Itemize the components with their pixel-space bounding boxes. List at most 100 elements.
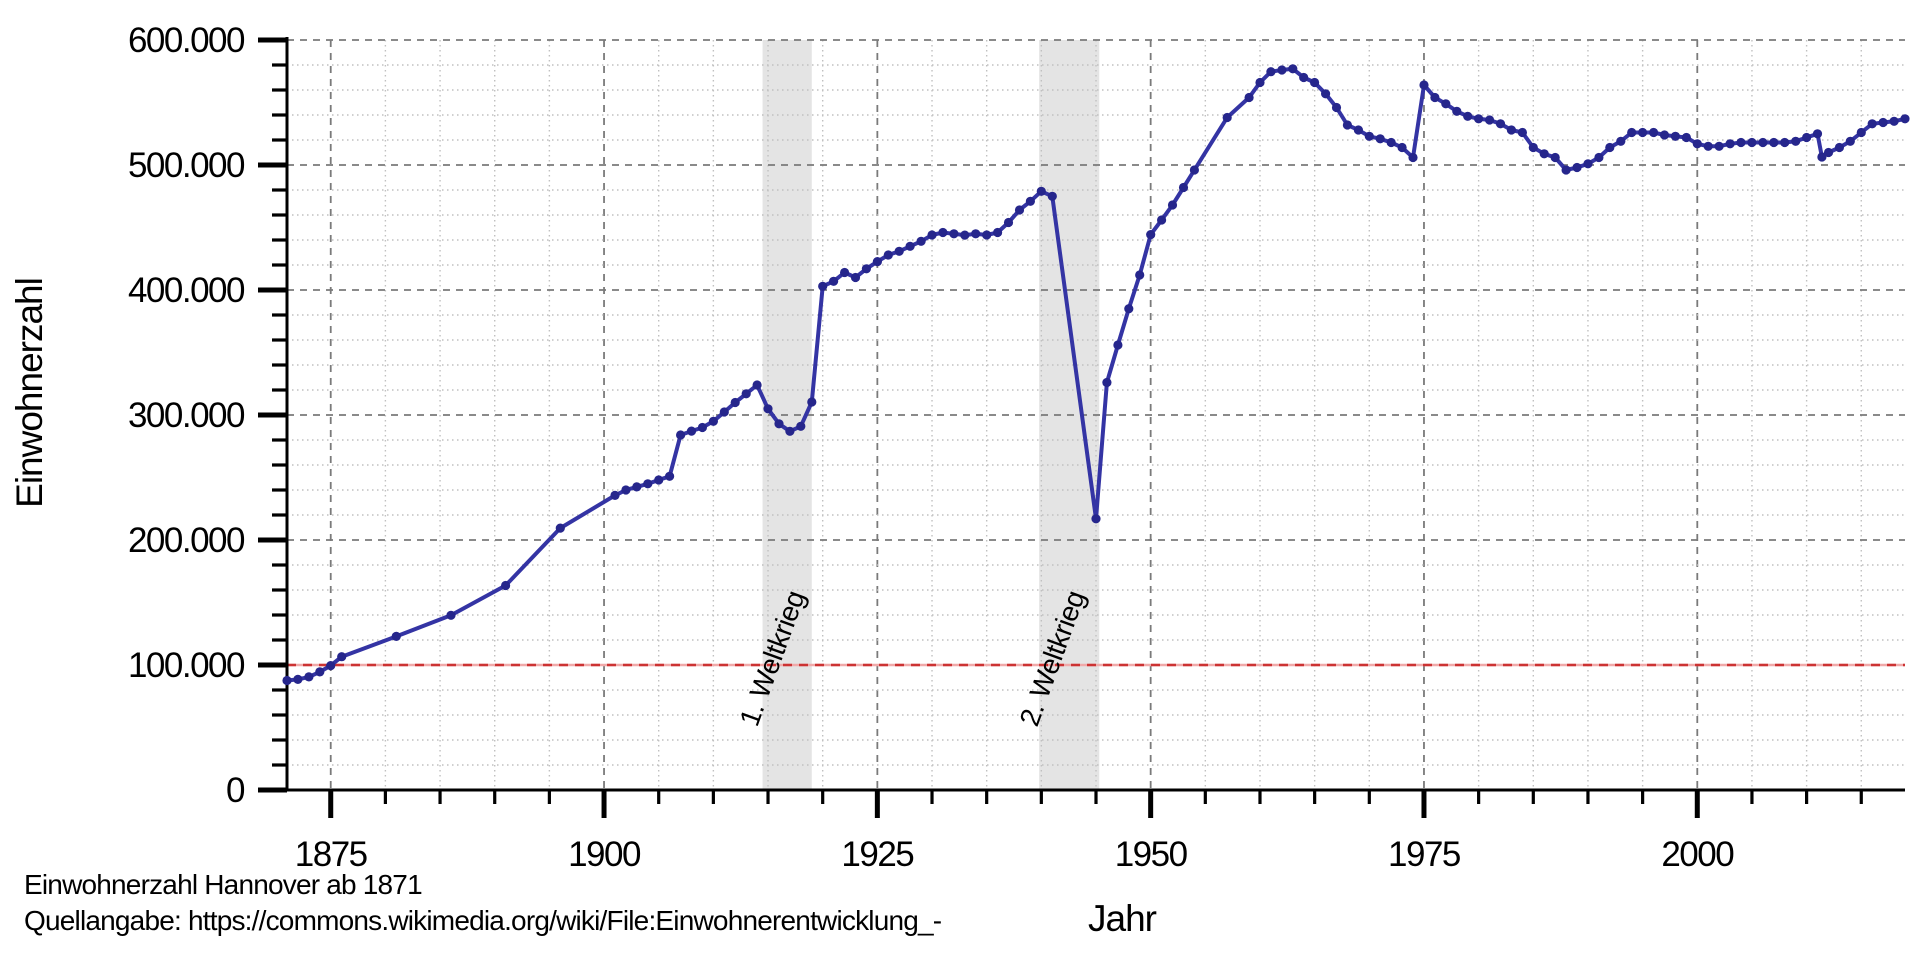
- data-point: [829, 276, 839, 286]
- data-point: [315, 667, 325, 677]
- data-point: [730, 397, 740, 408]
- x-axis-title: Jahr: [1088, 898, 1157, 939]
- data-point: [1255, 77, 1265, 88]
- x-tick-label: 1975: [1388, 835, 1460, 874]
- data-point: [1386, 137, 1396, 148]
- data-point: [1036, 186, 1046, 196]
- data-point: [1703, 141, 1713, 151]
- data-point: [1157, 215, 1167, 225]
- data-point: [708, 416, 719, 426]
- data-point: [796, 421, 806, 431]
- data-point: [304, 672, 314, 682]
- data-point: [938, 227, 948, 238]
- data-point: [1528, 142, 1538, 153]
- data-point: [293, 674, 303, 685]
- data-point: [1572, 162, 1582, 173]
- data-point: [1485, 115, 1495, 125]
- y-tick-label: 500.000: [128, 146, 245, 185]
- data-point: [1867, 119, 1877, 129]
- data-point: [1812, 129, 1823, 139]
- data-point: [337, 652, 347, 662]
- population-line: [285, 66, 1907, 683]
- data-point: [1419, 80, 1429, 90]
- data-point: [676, 430, 686, 440]
- data-point: [1003, 217, 1014, 228]
- data-point: [1342, 120, 1352, 130]
- data-point: [993, 227, 1003, 238]
- data-point: [1441, 99, 1451, 109]
- x-tick-label: 1900: [568, 835, 641, 874]
- data-point: [665, 471, 675, 481]
- data-point: [818, 281, 828, 291]
- data-point: [1561, 165, 1571, 175]
- data-point: [752, 380, 762, 390]
- y-tick-label: 400.000: [128, 271, 245, 310]
- data-point: [927, 230, 937, 240]
- data-point: [621, 485, 631, 495]
- data-point: [1834, 142, 1844, 153]
- data-point: [1244, 92, 1254, 103]
- data-point: [1266, 67, 1276, 77]
- data-point: [774, 419, 784, 429]
- y-tick-label: 200.000: [128, 521, 245, 560]
- data-point: [1353, 125, 1363, 135]
- data-point: [960, 230, 970, 240]
- data-point: [1495, 119, 1506, 129]
- data-point: [1321, 89, 1331, 99]
- data-point: [1758, 137, 1768, 148]
- data-point: [697, 422, 708, 433]
- data-point: [1714, 141, 1724, 151]
- x-tick-label: 2000: [1661, 835, 1734, 874]
- y-axis-title: Einwohnerzahl: [9, 278, 50, 508]
- data-point: [1178, 182, 1189, 193]
- data-point: [1113, 340, 1123, 350]
- data-point: [391, 631, 401, 642]
- series-layer: [282, 64, 1910, 686]
- data-point: [1408, 152, 1418, 163]
- data-point: [1189, 165, 1199, 175]
- source-attribution: Quellangabe: https://commons.wikimedia.o…: [24, 905, 942, 936]
- y-tick-label: 0: [226, 771, 245, 810]
- data-point: [1517, 127, 1527, 138]
- data-point: [643, 479, 653, 489]
- data-point: [872, 257, 883, 267]
- data-point: [1747, 137, 1757, 148]
- data-point: [1791, 136, 1801, 146]
- data-point: [850, 272, 861, 283]
- data-point: [785, 426, 795, 436]
- x-tick-label: 1950: [1115, 835, 1188, 874]
- data-point: [1288, 64, 1298, 74]
- data-point: [1102, 377, 1112, 388]
- data-point: [949, 229, 959, 239]
- data-point: [1430, 92, 1440, 103]
- data-point: [982, 230, 992, 240]
- data-point: [1681, 132, 1691, 143]
- y-tick-label: 100.000: [128, 646, 245, 685]
- data-point: [282, 675, 292, 686]
- ticks-layer: [258, 37, 1863, 818]
- data-point: [1627, 127, 1637, 138]
- data-point: [1452, 106, 1462, 116]
- data-point: [1364, 131, 1374, 141]
- data-point: [1769, 137, 1779, 148]
- data-point: [1047, 191, 1057, 201]
- data-point: [446, 610, 456, 620]
- data-point: [1856, 127, 1866, 138]
- data-point: [840, 267, 850, 278]
- data-point: [1146, 230, 1156, 240]
- data-point: [1167, 200, 1178, 210]
- data-point: [1310, 77, 1320, 88]
- chart-caption: Einwohnerzahl Hannover ab 1871: [24, 869, 422, 900]
- data-point: [1331, 102, 1342, 113]
- data-point: [1474, 114, 1484, 124]
- data-point: [1900, 114, 1910, 124]
- data-point: [763, 404, 773, 414]
- data-point: [1025, 196, 1035, 206]
- data-point: [1823, 147, 1834, 158]
- data-point: [861, 264, 872, 274]
- data-point: [1670, 131, 1680, 141]
- data-point: [971, 229, 981, 239]
- data-point: [807, 397, 817, 407]
- data-point: [905, 241, 915, 251]
